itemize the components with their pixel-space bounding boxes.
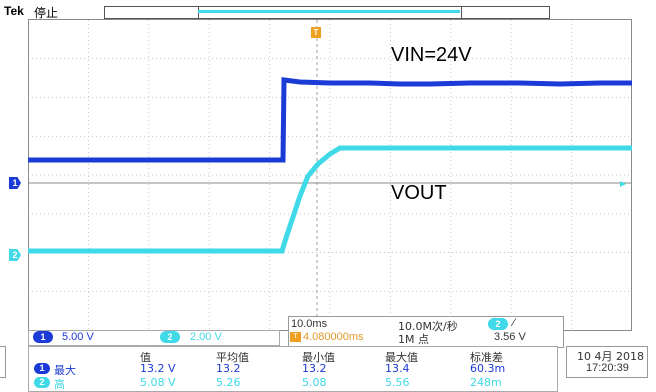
meas-row1-min: 13.2 — [302, 362, 327, 375]
graticule-grid — [28, 20, 632, 330]
trigger-slope-icon: ∕ — [513, 317, 515, 329]
meas-row2-channel: 2 — [34, 377, 50, 388]
meas-row2-value: 5.08 V — [140, 376, 176, 389]
meas-row1-max: 13.4 — [385, 362, 410, 375]
ch1-scale: 5.00 V — [62, 331, 94, 343]
meas-row2-max: 5.56 — [385, 376, 410, 389]
ch2-scale: 2.00 V — [190, 331, 222, 343]
trigger-position-icon: T — [290, 332, 301, 342]
timebase-scale: 10.0ms — [291, 318, 327, 330]
trigger-source-badge[interactable]: 2 — [488, 318, 508, 330]
meas-row1-channel: 1 — [34, 363, 50, 374]
trigger-position-marker[interactable]: T — [311, 27, 321, 38]
ch1-badge[interactable]: 1 — [33, 331, 53, 343]
record-length: 1M 点 — [398, 331, 429, 347]
meas-row2-min: 5.08 — [302, 376, 327, 389]
ch2-right-marker — [620, 181, 626, 187]
vin-annotation: VIN=24V — [391, 44, 472, 67]
vout-annotation: VOUT — [391, 182, 447, 205]
meas-row1-value: 13.2 V — [140, 362, 176, 375]
meas-row1-mean: 13.2 — [216, 362, 241, 375]
meas-row2-stddev: 248m — [470, 376, 502, 389]
ch2-trace — [28, 148, 632, 251]
trigger-level: 3.56 V — [494, 331, 526, 343]
meas-row1-stddev: 60.3m — [470, 362, 505, 375]
meas-row2-type: 高 — [54, 376, 65, 392]
trigger-position: 4.080000ms — [303, 331, 364, 343]
ch2-badge[interactable]: 2 — [160, 331, 180, 343]
left-bracket — [0, 346, 6, 378]
time-readout: 17:20:39 — [586, 362, 629, 374]
meas-row2-mean: 5.26 — [216, 376, 241, 389]
